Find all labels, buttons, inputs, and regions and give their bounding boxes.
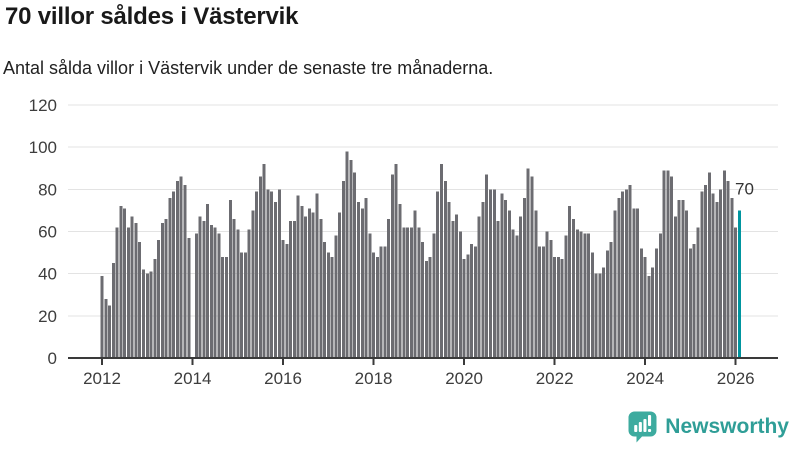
- svg-text:2026: 2026: [717, 369, 755, 388]
- svg-text:2012: 2012: [83, 369, 121, 388]
- svg-text:2018: 2018: [355, 369, 393, 388]
- svg-text:100: 100: [29, 138, 57, 157]
- svg-text:60: 60: [38, 223, 57, 242]
- svg-text:2022: 2022: [536, 369, 574, 388]
- svg-text:2014: 2014: [174, 369, 212, 388]
- svg-text:2020: 2020: [445, 369, 483, 388]
- svg-text:2024: 2024: [626, 369, 664, 388]
- chart-title: 70 villor såldes i Västervik: [5, 3, 299, 30]
- svg-text:80: 80: [38, 180, 57, 199]
- svg-text:70: 70: [735, 179, 754, 198]
- svg-text:2016: 2016: [264, 369, 302, 388]
- svg-text:40: 40: [38, 265, 57, 284]
- svg-text:120: 120: [29, 96, 57, 115]
- newsworthy-icon: [628, 411, 657, 443]
- newsworthy-wordmark: Newsworthy: [665, 414, 789, 438]
- newsworthy-logo[interactable]: Newsworthy: [627, 410, 789, 443]
- bar-chart-svg: 0 20 40 60 80 100 120 2012 2014 2016 2018 2020 2022 2…: [29, 96, 778, 388]
- chart-subtitle: Antal sålda villor i Västervik under de …: [3, 58, 494, 78]
- svg-text:20: 20: [38, 307, 57, 326]
- svg-text:0: 0: [48, 349, 57, 368]
